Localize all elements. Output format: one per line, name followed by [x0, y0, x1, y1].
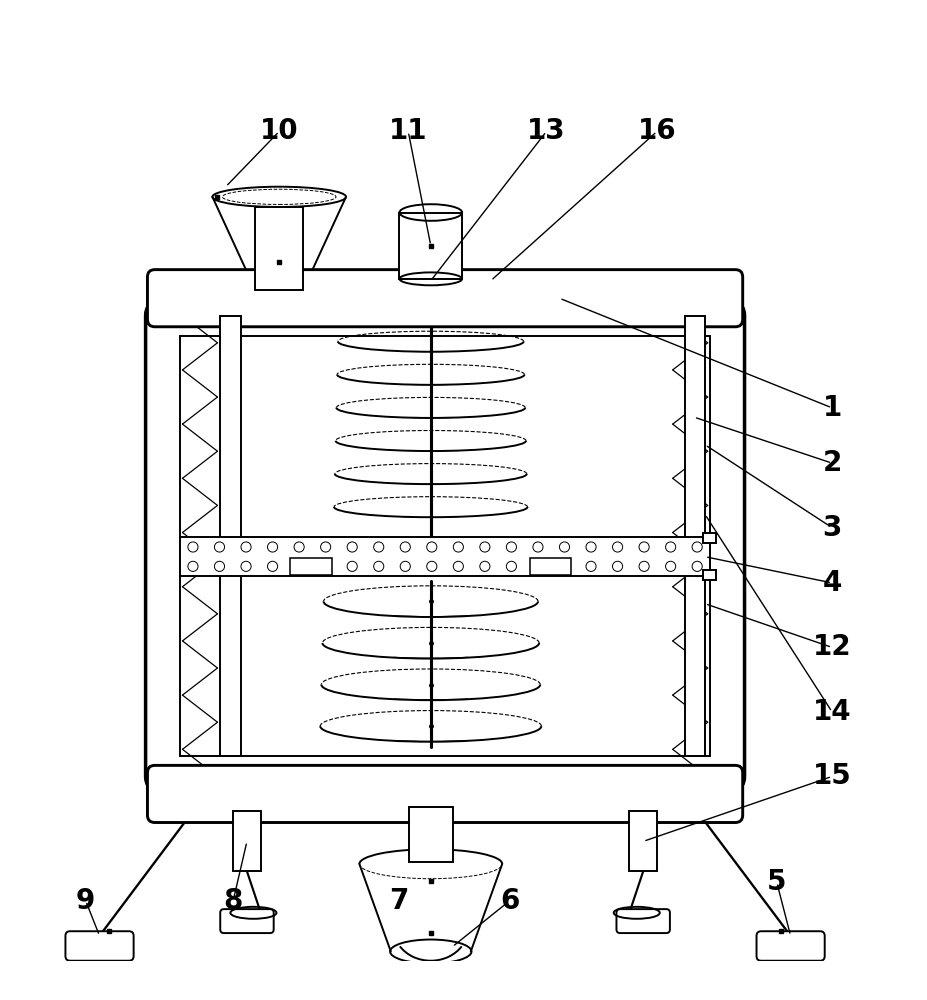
Text: 13: 13 — [527, 117, 565, 145]
Text: 10: 10 — [260, 117, 298, 145]
Text: 1: 1 — [822, 394, 842, 422]
Text: 16: 16 — [638, 117, 677, 145]
Bar — [685, 316, 705, 756]
Bar — [221, 316, 240, 756]
Bar — [629, 811, 657, 871]
Bar — [400, 213, 463, 279]
Text: 3: 3 — [822, 514, 842, 542]
Bar — [703, 533, 716, 543]
Bar — [180, 336, 710, 756]
FancyBboxPatch shape — [147, 270, 743, 327]
Bar — [180, 537, 710, 576]
FancyBboxPatch shape — [66, 931, 133, 961]
Text: 5: 5 — [767, 868, 786, 896]
Bar — [409, 807, 453, 862]
Bar — [530, 558, 571, 575]
Text: 14: 14 — [813, 698, 851, 726]
FancyBboxPatch shape — [221, 909, 273, 933]
FancyBboxPatch shape — [147, 765, 743, 823]
Text: 4: 4 — [822, 569, 842, 597]
Text: 6: 6 — [500, 887, 519, 915]
Text: 12: 12 — [813, 633, 851, 661]
Text: 7: 7 — [389, 887, 409, 915]
Text: 9: 9 — [76, 887, 95, 915]
Bar — [233, 811, 260, 871]
Bar — [290, 558, 332, 575]
FancyBboxPatch shape — [616, 909, 670, 933]
Text: 15: 15 — [813, 762, 852, 790]
Text: 2: 2 — [822, 449, 842, 477]
Text: 8: 8 — [223, 887, 243, 915]
Bar — [255, 207, 303, 290]
Bar — [703, 570, 716, 580]
Text: 11: 11 — [389, 117, 427, 145]
FancyBboxPatch shape — [756, 931, 825, 961]
FancyBboxPatch shape — [146, 302, 744, 790]
